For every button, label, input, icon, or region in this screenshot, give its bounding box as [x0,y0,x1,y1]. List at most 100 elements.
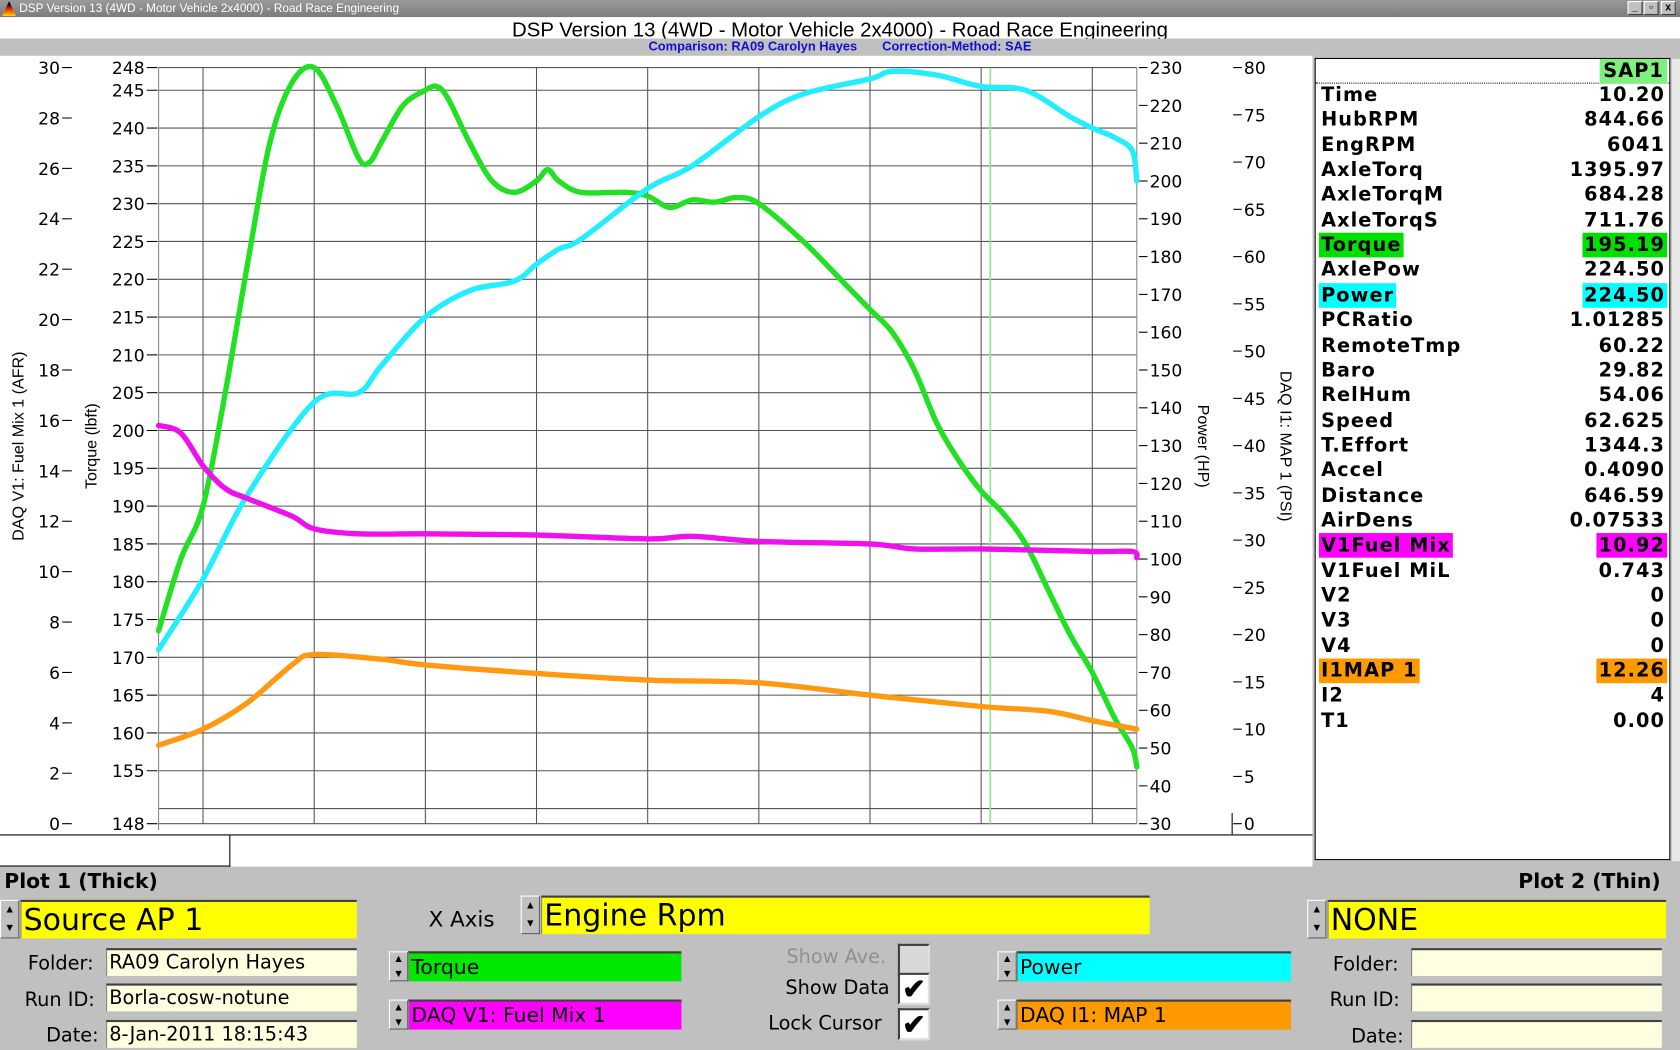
afr-tick-label: 2 [49,765,60,785]
readout-value: 0.743 [1598,559,1666,582]
close-button[interactable]: x [1660,1,1676,16]
readout-row: I2 4 [1318,684,1667,709]
readout-value: 0.4090 [1584,459,1666,482]
readout-label: V4 [1321,634,1352,658]
show-data-label: Show Data [785,977,890,1000]
afr-tick-label: 20 [38,311,60,331]
series-daq-i1-map-1 [155,651,1140,748]
readout-row: V2 0 [1318,583,1667,608]
plot2-folder-field[interactable] [1411,948,1662,976]
map-tick-label: 15 [1244,673,1266,693]
channel2-spinner[interactable]: ▲ ▼ [388,999,409,1030]
readout-value: 1395.97 [1569,158,1666,182]
readout-row: Power 224.50 [1318,282,1668,308]
readout-label: AxleTorqM [1321,183,1445,207]
readout-value: 195.19 [1581,232,1668,258]
map-tick-label: 20 [1244,626,1266,646]
readout-row: AirDens 0.07533 [1318,508,1667,533]
power-tick-label: 90 [1150,588,1172,608]
x-axis-select[interactable]: Engine Rpm [541,895,1150,935]
data-readout-panel[interactable]: SAP1 Time 10.20 HubRPM 844.66 EngRPM 6041 Axle… [1314,57,1680,862]
lock-cursor-checkbox[interactable]: ✔ [897,1008,931,1041]
readout-row: V3 0 [1318,608,1667,633]
readout-row: Time 10.20 [1318,83,1667,108]
map-tick-label: 10 [1244,721,1266,741]
plot1-source-select[interactable]: Source AP 1 [20,899,357,939]
plot1-source-spinner[interactable]: ▲ ▼ [0,899,20,939]
readout-value: 54.06 [1598,384,1666,407]
power-tick-label: 130 [1150,437,1183,457]
map-tick-label: 55 [1244,295,1266,315]
readout-row: AxleTorqS 711.76 [1318,208,1667,233]
comparison-label: Comparison: RA09 Carolyn Hayes [648,38,858,54]
restore-button[interactable]: ▫ [1643,1,1659,16]
torque-tick-label: 180 [112,573,145,593]
readout-scrollbar[interactable] [1670,58,1680,862]
readout-row: T1 0.00 [1318,709,1667,734]
power-tick-label: 30 [1150,815,1172,834]
channel3-select[interactable]: Power [1016,951,1292,982]
plot1-label: Plot 1 (Thick) [4,869,158,894]
afr-tick-label: 18 [38,361,60,381]
subtitle-bar: Comparison: RA09 Carolyn Hayes Correctio… [0,38,1680,56]
folder-field[interactable]: RA09 Carolyn Hayes [106,948,357,976]
readout-label: Distance [1321,484,1425,507]
show-ave-checkbox[interactable] [897,943,931,976]
channel2-select[interactable]: DAQ V1: Fuel Mix 1 [408,999,682,1030]
readout-value: 0.07533 [1569,509,1666,532]
map-tick-label: 30 [1244,532,1266,552]
torque-tick-label: 170 [112,649,145,669]
afr-tick-label: 14 [38,462,60,482]
channel1-select[interactable]: Torque [408,951,682,982]
page-title: DSP Version 13 (4WD - Motor Vehicle 2x40… [0,17,1680,39]
readout-label: PCRatio [1321,309,1414,332]
channel4-spinner[interactable]: ▲ ▼ [997,999,1017,1030]
minimize-button[interactable]: _ [1627,1,1643,16]
afr-tick-label: 28 [38,109,60,129]
channel3-spinner[interactable]: ▲ ▼ [997,951,1017,982]
chart-svg[interactable]: 0246810121416182022242628301481551601651… [0,56,1313,858]
afr-tick-label: 26 [38,160,60,180]
dyno-chart[interactable]: 0 2 4 6 8 10 12 14 16 18 20 22 24 26 28 30 148 155 160 165 1… [0,55,1313,858]
readout-label: HubRPM [1321,108,1420,132]
readout-label: I2 [1321,684,1344,708]
readout-label: V1Fuel MiL [1321,559,1451,582]
map-tick-label: 45 [1244,390,1266,410]
readout-row: Baro 29.82 [1318,358,1667,383]
power-tick-label: 110 [1150,513,1183,533]
torque-tick-label: 230 [112,195,145,215]
readout-row: Torque 195.19 [1318,232,1668,258]
readout-row: RemoteTmp 60.22 [1318,333,1667,358]
run-id-field[interactable]: Borla-cosw-notune [106,983,357,1012]
readout-row: V1Fuel Mix 10.92 [1318,533,1668,559]
date-field[interactable]: 8-Jan-2011 18:15:43 [106,1019,357,1048]
power-tick-label: 160 [1150,324,1183,344]
series-power [155,68,1140,653]
readout-label: RelHum [1321,384,1413,407]
readout-value: 224.50 [1584,258,1666,282]
readout-value: 844.66 [1584,108,1666,132]
readout-value: 60.22 [1598,334,1666,357]
plot2-source-spinner[interactable]: ▲ ▼ [1307,899,1327,939]
plot2-source-select[interactable]: NONE [1327,899,1667,939]
show-data-checkbox[interactable]: ✔ [897,972,931,1005]
readout-value: 684.28 [1584,183,1666,207]
afr-tick-label: 22 [38,261,60,281]
afr-tick-label: 0 [49,815,60,834]
series-daq-v1-fuel-mix-1 [155,422,1140,561]
x-axis-spinner[interactable]: ▲ ▼ [520,895,541,935]
torque-tick-label: 220 [112,271,145,291]
readout-row: EngRPM 6041 [1318,133,1667,158]
readout-label: AxleTorq [1321,158,1424,182]
torque-tick-label: 155 [112,762,145,782]
torque-tick-label: 148 [112,815,145,834]
plot2-run-id-field[interactable] [1411,983,1662,1012]
torque-tick-label: 190 [112,498,145,518]
plot2-date-field[interactable] [1411,1019,1662,1048]
power-tick-label: 100 [1150,550,1183,570]
window-titlebar: DSP Version 13 (4WD - Motor Vehicle 2x40… [0,0,1680,18]
channel4-select[interactable]: DAQ I1: MAP 1 [1016,999,1292,1030]
afr-tick-label: 4 [49,714,60,734]
map-tick-label: 50 [1244,343,1266,363]
channel1-spinner[interactable]: ▲ ▼ [388,951,409,982]
